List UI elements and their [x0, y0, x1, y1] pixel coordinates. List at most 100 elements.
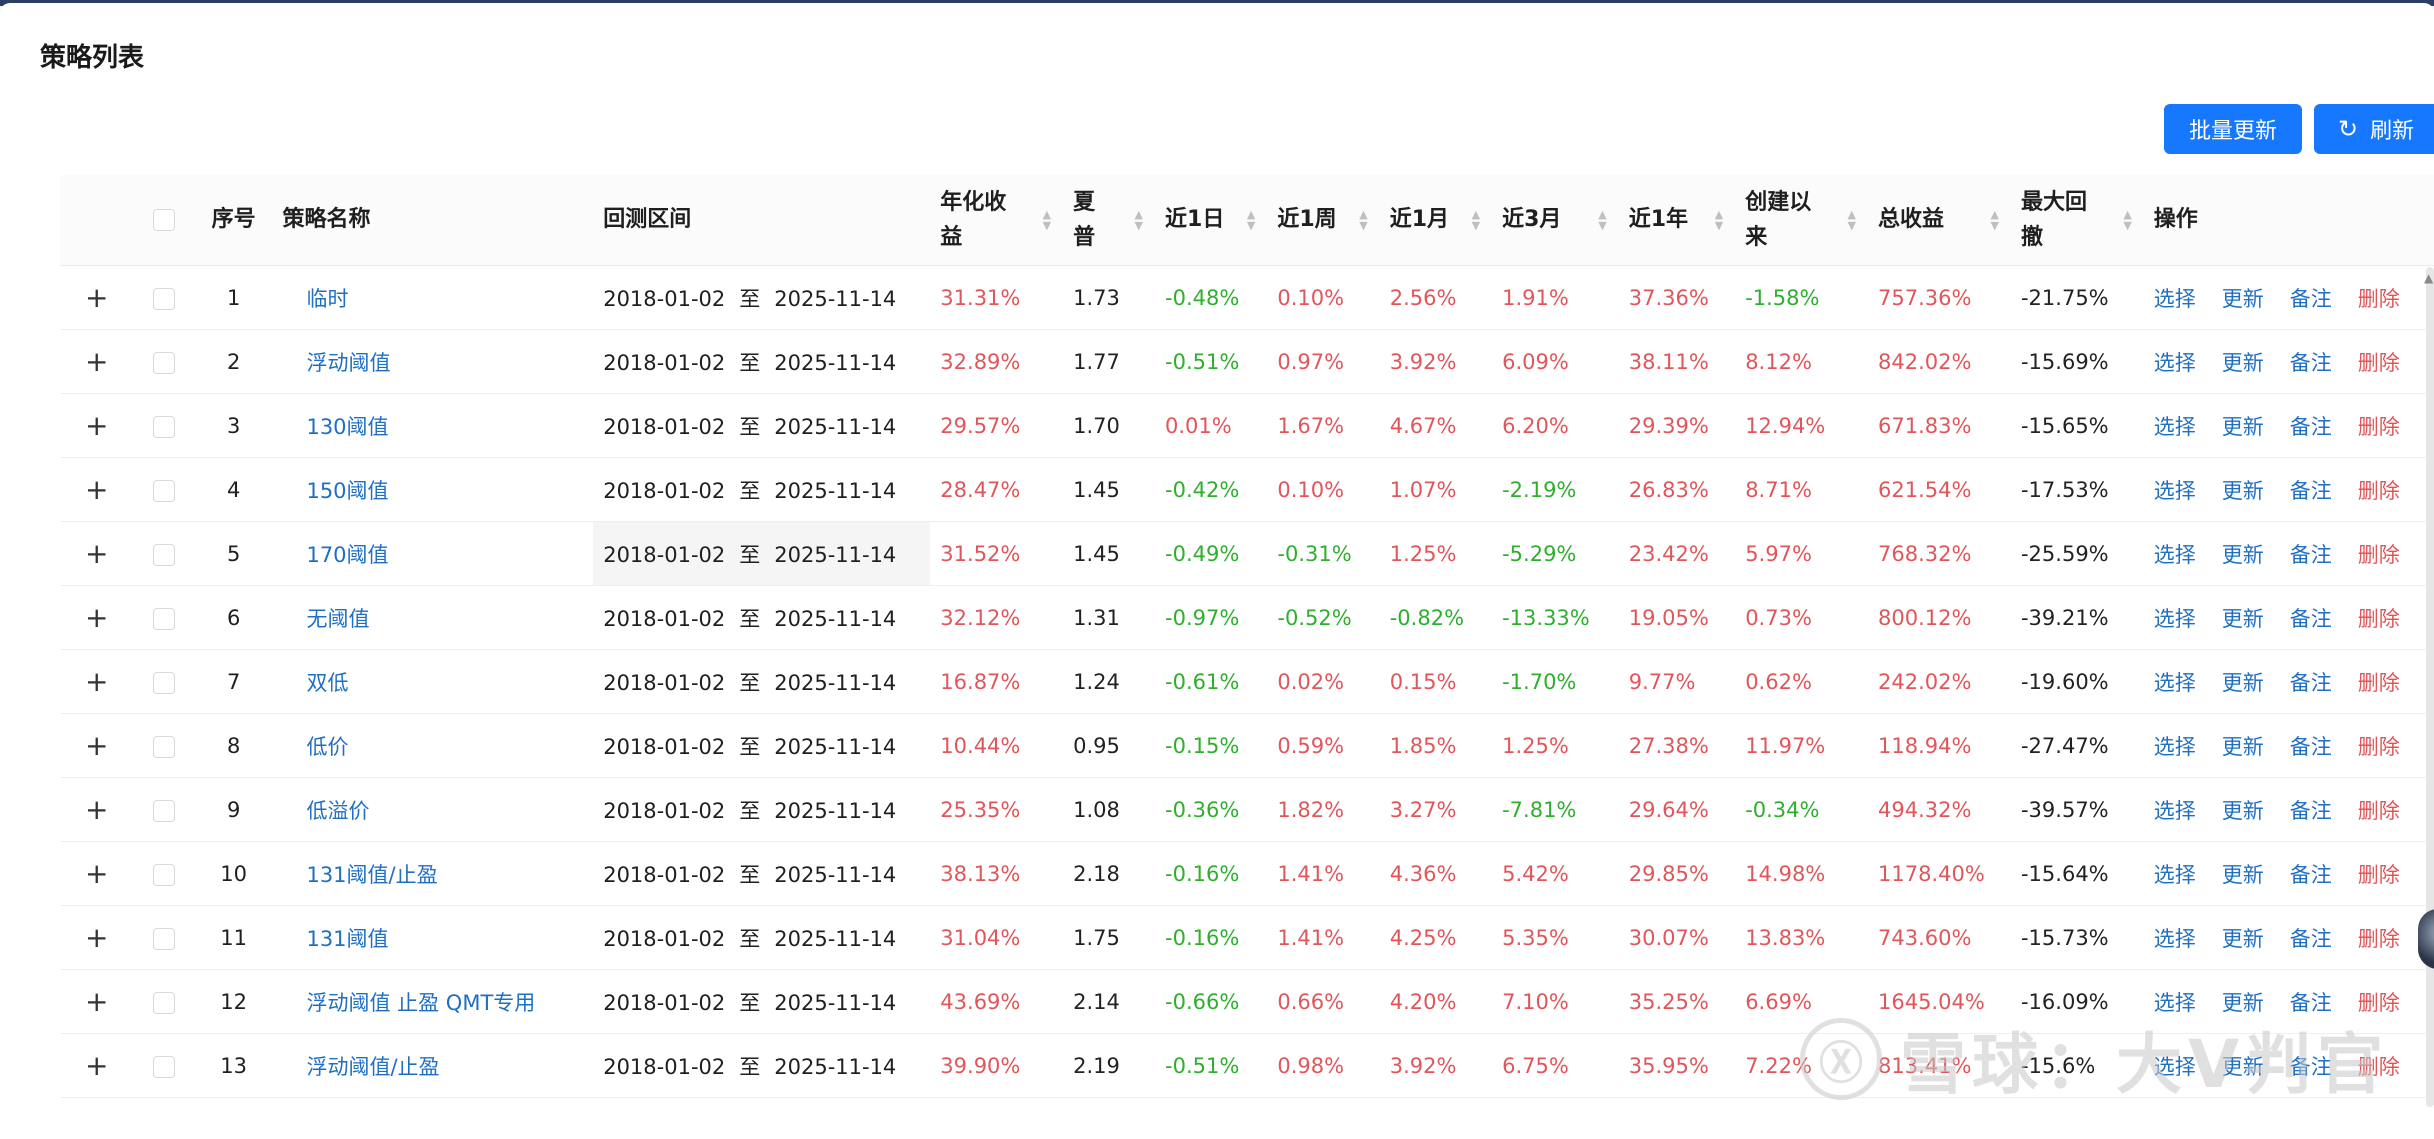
- expand-row-icon[interactable]: +: [85, 985, 109, 1018]
- select-action-link[interactable]: 选择: [2153, 606, 2196, 631]
- update-action-link[interactable]: 更新: [2221, 286, 2264, 311]
- select-action-link[interactable]: 选择: [2153, 926, 2196, 951]
- delete-action-link[interactable]: 删除: [2357, 1054, 2400, 1079]
- select-action-link[interactable]: 选择: [2153, 414, 2196, 439]
- update-action-link[interactable]: 更新: [2221, 542, 2264, 567]
- sort-icon[interactable]: ▲ ▼: [2123, 208, 2132, 232]
- update-action-link[interactable]: 更新: [2221, 798, 2264, 823]
- strategy-name-link[interactable]: 150阈值: [306, 478, 389, 503]
- delete-action-link[interactable]: 删除: [2357, 670, 2400, 695]
- batch-update-button[interactable]: 批量更新: [2164, 104, 2302, 154]
- strategy-name-link[interactable]: 131阈值: [306, 926, 389, 951]
- note-action-link[interactable]: 备注: [2289, 734, 2332, 759]
- sort-icon[interactable]: ▲ ▼: [1134, 208, 1144, 232]
- update-action-link[interactable]: 更新: [2221, 734, 2264, 759]
- expand-row-icon[interactable]: +: [85, 473, 109, 506]
- expand-row-icon[interactable]: +: [85, 601, 109, 634]
- strategy-name-link[interactable]: 临时: [306, 286, 349, 311]
- update-action-link[interactable]: 更新: [2221, 1054, 2264, 1079]
- select-action-link[interactable]: 选择: [2153, 734, 2196, 759]
- strategy-name-link[interactable]: 170阈值: [306, 542, 389, 567]
- row-checkbox[interactable]: [153, 927, 176, 950]
- note-action-link[interactable]: 备注: [2289, 414, 2332, 439]
- update-action-link[interactable]: 更新: [2221, 350, 2264, 375]
- note-action-link[interactable]: 备注: [2289, 350, 2332, 375]
- update-action-link[interactable]: 更新: [2221, 926, 2264, 951]
- expand-row-icon[interactable]: +: [85, 921, 109, 954]
- delete-action-link[interactable]: 删除: [2357, 350, 2400, 375]
- delete-action-link[interactable]: 删除: [2357, 926, 2400, 951]
- strategy-name-link[interactable]: 浮动阈值: [306, 350, 391, 375]
- floating-assistant-icon[interactable]: [2418, 909, 2434, 969]
- note-action-link[interactable]: 备注: [2289, 286, 2332, 311]
- expand-row-icon[interactable]: +: [85, 281, 109, 314]
- row-checkbox[interactable]: [153, 287, 176, 310]
- strategy-name-link[interactable]: 双低: [306, 670, 349, 695]
- delete-action-link[interactable]: 删除: [2357, 478, 2400, 503]
- note-action-link[interactable]: 备注: [2289, 670, 2332, 695]
- sort-icon[interactable]: ▲ ▼: [1471, 208, 1481, 232]
- header-annual[interactable]: 年化收益 ▲ ▼: [930, 175, 1064, 266]
- expand-row-icon[interactable]: +: [85, 857, 109, 890]
- expand-row-icon[interactable]: +: [85, 665, 109, 698]
- select-action-link[interactable]: 选择: [2153, 478, 2196, 503]
- strategy-name-link[interactable]: 浮动阈值/止盈: [306, 1054, 440, 1079]
- delete-action-link[interactable]: 删除: [2357, 798, 2400, 823]
- row-checkbox[interactable]: [153, 991, 176, 1014]
- select-action-link[interactable]: 选择: [2153, 990, 2196, 1015]
- note-action-link[interactable]: 备注: [2289, 1054, 2332, 1079]
- expand-row-icon[interactable]: +: [85, 409, 109, 442]
- expand-row-icon[interactable]: +: [85, 729, 109, 762]
- sort-icon[interactable]: ▲ ▼: [1990, 208, 1999, 232]
- update-action-link[interactable]: 更新: [2221, 862, 2264, 887]
- strategy-name-link[interactable]: 低溢价: [306, 798, 370, 823]
- sort-icon[interactable]: ▲ ▼: [1714, 208, 1724, 232]
- header-sharpe[interactable]: 夏普 ▲ ▼: [1063, 175, 1156, 266]
- header-1d[interactable]: 近1日 ▲ ▼: [1155, 175, 1268, 266]
- delete-action-link[interactable]: 删除: [2357, 862, 2400, 887]
- refresh-button[interactable]: ↻ 刷新: [2314, 104, 2434, 154]
- row-checkbox[interactable]: [153, 479, 176, 502]
- select-action-link[interactable]: 选择: [2153, 350, 2196, 375]
- header-3m[interactable]: 近3月 ▲ ▼: [1492, 175, 1619, 266]
- header-1m[interactable]: 近1月 ▲ ▼: [1379, 175, 1493, 266]
- sort-icon[interactable]: ▲ ▼: [1847, 208, 1856, 232]
- row-checkbox[interactable]: [153, 1055, 176, 1078]
- row-checkbox[interactable]: [153, 671, 176, 694]
- row-checkbox[interactable]: [153, 863, 176, 886]
- strategy-name-link[interactable]: 130阈值: [306, 414, 389, 439]
- sort-icon[interactable]: ▲ ▼: [1042, 208, 1052, 232]
- header-since[interactable]: 创建以来 ▲ ▼: [1735, 175, 1868, 266]
- select-action-link[interactable]: 选择: [2153, 286, 2196, 311]
- sort-icon[interactable]: ▲ ▼: [1598, 208, 1607, 232]
- row-checkbox[interactable]: [153, 607, 176, 630]
- row-checkbox[interactable]: [153, 415, 176, 438]
- expand-row-icon[interactable]: +: [85, 793, 109, 826]
- update-action-link[interactable]: 更新: [2221, 990, 2264, 1015]
- note-action-link[interactable]: 备注: [2289, 798, 2332, 823]
- delete-action-link[interactable]: 删除: [2357, 734, 2400, 759]
- delete-action-link[interactable]: 删除: [2357, 286, 2400, 311]
- strategy-name-link[interactable]: 无阈值: [306, 606, 370, 631]
- update-action-link[interactable]: 更新: [2221, 414, 2264, 439]
- select-action-link[interactable]: 选择: [2153, 670, 2196, 695]
- update-action-link[interactable]: 更新: [2221, 606, 2264, 631]
- update-action-link[interactable]: 更新: [2221, 478, 2264, 503]
- note-action-link[interactable]: 备注: [2289, 542, 2332, 567]
- update-action-link[interactable]: 更新: [2221, 670, 2264, 695]
- delete-action-link[interactable]: 删除: [2357, 542, 2400, 567]
- expand-row-icon[interactable]: +: [85, 345, 109, 378]
- delete-action-link[interactable]: 删除: [2357, 414, 2400, 439]
- strategy-name-link[interactable]: 131阈值/止盈: [306, 862, 438, 887]
- header-mdd[interactable]: 最大回撤 ▲ ▼: [2010, 175, 2144, 266]
- select-action-link[interactable]: 选择: [2153, 862, 2196, 887]
- strategy-name-link[interactable]: 低价: [306, 734, 349, 759]
- sort-icon[interactable]: ▲ ▼: [1246, 208, 1256, 232]
- note-action-link[interactable]: 备注: [2289, 990, 2332, 1015]
- header-1y[interactable]: 近1年 ▲ ▼: [1618, 175, 1736, 266]
- select-action-link[interactable]: 选择: [2153, 798, 2196, 823]
- select-action-link[interactable]: 选择: [2153, 542, 2196, 567]
- row-checkbox[interactable]: [153, 735, 176, 758]
- delete-action-link[interactable]: 删除: [2357, 606, 2400, 631]
- sort-icon[interactable]: ▲ ▼: [1359, 208, 1368, 232]
